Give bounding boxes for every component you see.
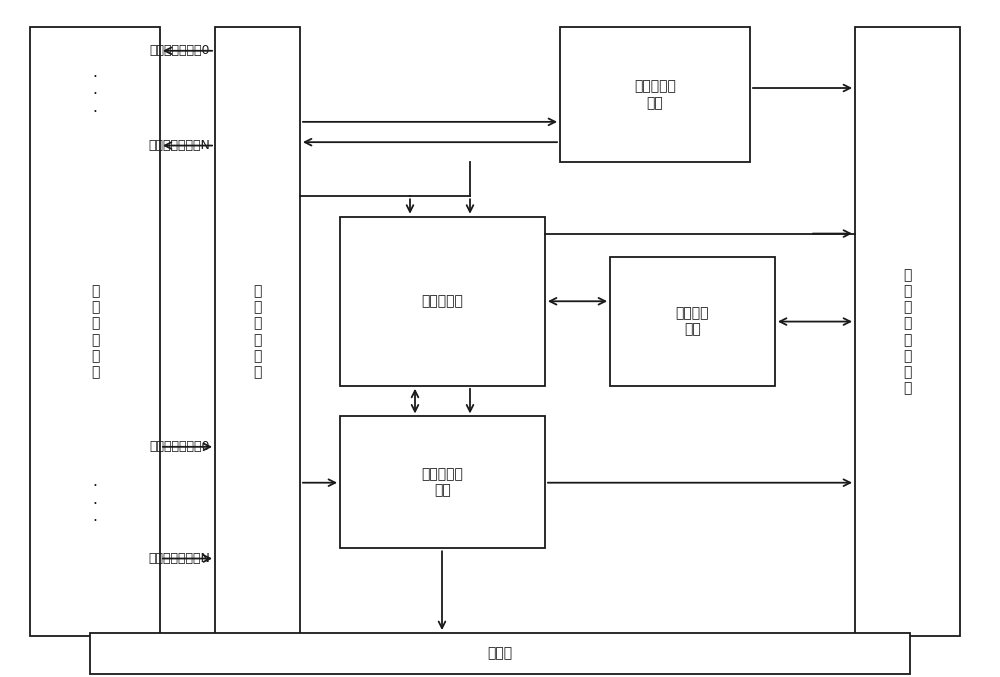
Text: 系
统
总
线
接
口: 系 统 总 线 接 口 [91,284,99,379]
Text: ·
·
·: · · · [93,70,97,120]
Bar [340,416,545,548]
Text: 数据帧接收通道0: 数据帧接收通道0 [150,44,210,58]
Bar [855,27,960,636]
Bar [610,257,775,386]
Bar [90,633,910,674]
Bar [560,27,750,162]
Text: 数据帧发送通道0: 数据帧发送通道0 [150,440,210,454]
Text: 通
道
仲
裁
单
元: 通 道 仲 裁 单 元 [253,284,262,379]
Text: 数据帧发送通道N: 数据帧发送通道N [148,552,210,565]
Text: 接收帧处理
单元: 接收帧处理 单元 [634,80,676,110]
Text: 数据帧接收通道N: 数据帧接收通道N [148,139,210,152]
Bar [30,27,160,636]
Bar [340,217,545,386]
Text: 发送帧处理
单元: 发送帧处理 单元 [422,467,463,498]
Text: 硬件仲裁
单元: 硬件仲裁 单元 [676,307,709,336]
Text: 简
化
介
质
独
立
接
口: 简 化 介 质 独 立 接 口 [903,268,912,395]
Text: ·
·
·: · · · [93,479,97,529]
Bar [215,27,300,636]
Text: 主控制单元: 主控制单元 [422,294,463,308]
Text: 寄存器: 寄存器 [487,647,513,660]
